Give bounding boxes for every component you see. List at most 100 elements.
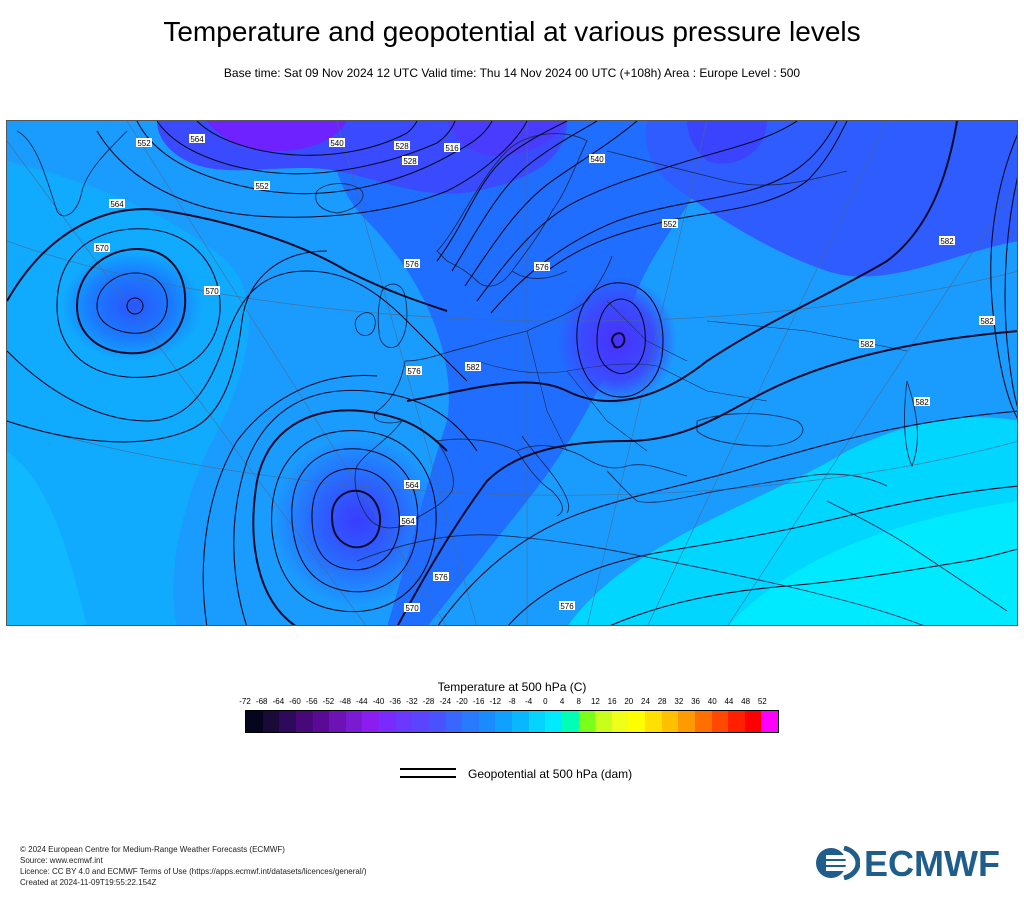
page-title: Temperature and geopotential at various … [163,16,861,47]
contour-label-text: 552 [663,220,677,229]
colorbar-tick-label: 52 [757,697,767,706]
contour-label-text: 528 [395,142,409,151]
contour-label: 582 [465,362,481,372]
contour-label: 564 [404,480,420,490]
colorbar-tick-label: 12 [590,697,600,706]
colorbar-tick-label: 48 [741,697,751,706]
contour-label: 576 [433,572,449,582]
colorbar-tick-label: -8 [508,697,516,706]
colorbar-tick-label: -52 [322,697,335,706]
colorbar-cell [246,711,263,732]
colorbar-tick-label: 16 [607,697,617,706]
colorbar-cell [595,711,612,732]
contour-label: 582 [914,397,930,407]
colorbar-tick-label: -4 [525,697,533,706]
contour-label: 582 [979,316,995,326]
colorbar-cell [495,711,512,732]
contour-label-text: 576 [405,260,419,269]
graticule-lines [7,121,1017,625]
contour-label-text: 582 [980,317,994,326]
colorbar-cell [611,711,629,732]
contour-label-text: 582 [915,398,929,407]
colorbar-cell [329,711,346,732]
colorbar-tick-label: -72 [239,697,251,706]
colorbar-cell [528,711,546,732]
colorbar-cell [512,711,529,732]
colorbar-cell [694,711,712,732]
colorbar-cell [711,711,729,732]
contour-label: 570 [404,603,420,613]
contour-label: 528 [402,156,418,166]
contour-label: 552 [136,138,152,148]
contour-label: 564 [109,199,125,209]
colorbar-tick-label: -16 [472,697,485,706]
contour-label: 576 [534,262,550,272]
colorbar-cell [478,711,496,732]
ecmwf-logo-mark [816,846,860,880]
colorbar-title: Temperature at 500 hPa (C) [437,680,587,694]
europe-map: 552 552 540 528 528 516 540 552 564 564 … [6,120,1018,626]
colorbar-tick-label: 8 [576,697,581,706]
contour-label-text: 552 [137,139,151,148]
colorbar-cell [462,711,479,732]
colorbar-cell [578,711,596,732]
colorbar-cell [744,711,762,732]
contour-label: 552 [662,219,678,229]
colorbar-tick-label: -20 [456,697,468,706]
colorbar-cell [262,711,280,732]
colorbar-cell [645,711,662,732]
colorbar-cell [561,711,579,732]
colorbar-tick-label: -40 [372,697,385,706]
colorbar-tick-label: 0 [543,697,548,706]
colorbar-cell [362,711,379,732]
colorbar-tick-label: 24 [641,697,650,706]
geopotential-legend-label: Geopotential at 500 hPa (dam) [468,767,633,781]
contour-label: 582 [859,339,875,349]
colorbar-cell [678,711,695,732]
colorbar-cell [345,711,363,732]
footer-created: Created at 2024-11-09T19:55:22.154Z [20,878,157,887]
contour-label: 576 [559,601,575,611]
colorbar-cell [728,711,745,732]
contour-label: 570 [204,286,220,296]
contour-label-text: 576 [434,573,448,582]
contour-label-text: 576 [535,263,549,272]
contour-label: 516 [444,143,460,153]
colorbar-tick-label: 36 [691,697,701,706]
colorbar-cell [445,711,463,732]
contour-label: 540 [589,154,605,164]
colorbar-tick-label: -44 [356,697,368,706]
colorbar-tick-label: 44 [724,697,734,706]
contour-label-text: 564 [190,135,204,144]
colorbar-tick-label: 32 [674,697,684,706]
colorbar-tick-label: -56 [305,697,318,706]
ecmwf-logo-text: ECMWF [864,843,1000,884]
ecmwf-logo: ECMWF [814,843,1014,884]
colorbar-tick-label: -36 [389,697,401,706]
colorbar-tick-label: 40 [707,697,717,706]
colorbar-tick-label: 28 [657,697,667,706]
contour-label-text: 570 [405,604,419,613]
colorbar-tick-label: -48 [339,697,351,706]
colorbar-tick-label: -68 [255,697,268,706]
contour-label-text: 582 [940,237,954,246]
contour-label-text: 576 [560,602,574,611]
contour-label-text: 540 [330,139,344,148]
footer-source: Source: www.ecmwf.int [20,856,103,865]
contour-label: 540 [329,138,345,148]
colorbar-tick-label: -64 [272,697,285,706]
colorbar-cell [312,711,330,732]
geopotential-contours [7,121,1017,625]
contour-labels: 552 552 540 528 528 516 540 552 564 564 … [94,134,995,613]
colorbar-cell [295,711,313,732]
colorbar-cell [395,711,413,732]
colorbar-tick-label: -12 [489,697,502,706]
colorbar-tick-label: -32 [406,697,418,706]
contour-label: 570 [94,243,110,253]
colorbar-ticks: -72 -68 -64 -60 -56 -52 -48 -44 -40 -36 -32 -28 -24-… [239,697,779,709]
colorbar-tick-label: 4 [559,697,565,706]
contour-label-text: 540 [590,155,604,164]
contour-label-text: 564 [401,517,415,526]
chart-subtitle: Base time: Sat 09 Nov 2024 12 UTC Valid … [223,66,801,80]
coastlines [16,130,1008,625]
